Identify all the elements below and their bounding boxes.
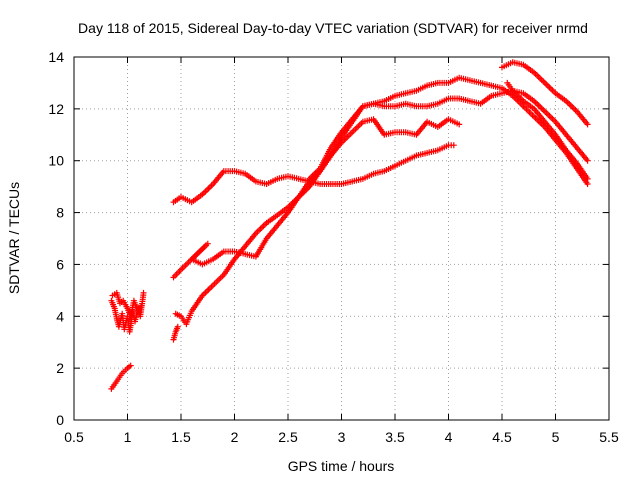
y-tick-label: 2 [56,360,64,376]
y-tick-label: 10 [48,153,64,169]
x-tick-label: 4 [445,429,453,445]
y-tick-label: 6 [56,256,64,272]
x-tick-label: 2.5 [278,429,298,445]
x-tick-label: 5.5 [599,429,619,445]
y-tick-label: 12 [48,101,64,117]
x-tick-label: 1.5 [171,429,191,445]
satellite-track-2 [171,116,463,280]
grid-lines [74,57,609,420]
x-tick-label: 0.5 [64,429,84,445]
x-tick-label: 2 [231,429,239,445]
y-tick-label: 8 [56,205,64,221]
x-axis-label: GPS time / hours [288,458,395,474]
x-tick-label: 5 [552,429,560,445]
y-tick-label: 0 [56,412,64,428]
y-tick-label: 14 [48,49,64,65]
satellite-track-10 [171,324,181,343]
chart-title: Day 118 of 2015, Sidereal Day-to-day VTE… [78,20,588,36]
y-tick-label: 4 [56,308,64,324]
x-tick-label: 1 [124,429,132,445]
x-tick-label: 4.5 [492,429,512,445]
sdtvar-scatter-chart: Day 118 of 2015, Sidereal Day-to-day VTE… [0,0,640,480]
satellite-track-3 [173,88,591,327]
x-tick-label: 3 [338,429,346,445]
satellite-track-7 [108,363,133,392]
x-tick-label: 3.5 [385,429,405,445]
y-axis-label: SDTVAR / TECUs [6,182,22,294]
